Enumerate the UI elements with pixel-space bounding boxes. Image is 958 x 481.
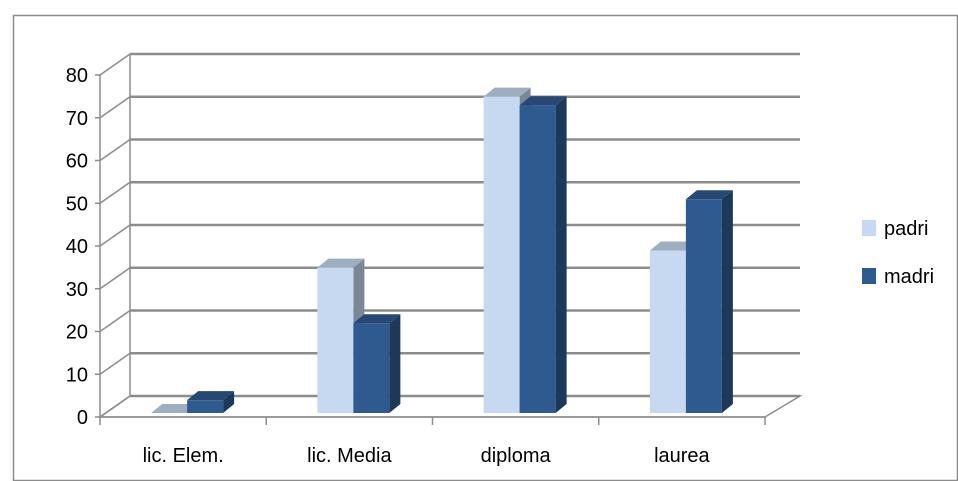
madri-bar-front: [353, 323, 390, 413]
madri-bar-side: [389, 314, 401, 413]
padri-bar-front: [317, 267, 354, 413]
y-tick-label: 20: [66, 322, 88, 344]
legend-swatch-madri: [862, 268, 876, 284]
y-tick-label: 30: [66, 279, 88, 301]
gridline-side: [99, 267, 131, 290]
gridline-side: [99, 96, 131, 119]
x-category-label: lic. Elem.: [143, 445, 224, 467]
gridline-side: [99, 224, 131, 247]
x-category-labels: lic. Elem. lic. Media diploma laurea: [143, 445, 711, 467]
madri-bar-front: [519, 105, 556, 413]
gridline-side: [99, 53, 131, 76]
gridline-side: [99, 395, 131, 418]
legend-swatch-padri: [862, 220, 876, 236]
padri-bar-top: [649, 241, 697, 251]
y-tick-labels: 0 10 20 30 40 50 60 70 80: [66, 65, 88, 429]
madri-bar-front: [187, 400, 224, 413]
bars: [151, 87, 733, 414]
y-tick-label: 0: [77, 407, 88, 429]
padri-bar-top: [151, 404, 199, 413]
gridline-side: [99, 181, 131, 204]
y-tick-label: 50: [66, 193, 88, 215]
madri-bar-side: [555, 96, 567, 413]
y-tick-label: 80: [66, 65, 88, 87]
y-tick-label: 10: [66, 364, 88, 386]
gridline-side: [99, 352, 131, 375]
gridline-side: [99, 309, 131, 333]
madri-bar-top: [187, 391, 235, 401]
madri-bar-front: [685, 199, 722, 413]
axes: [95, 74, 766, 425]
gridline-side: [99, 138, 131, 162]
madri-bar-side: [223, 391, 235, 413]
madri-bar-top: [353, 314, 401, 324]
madri-bar-top: [685, 190, 733, 200]
legend-label-padri: padri: [884, 218, 928, 240]
padri-bar-top: [483, 87, 531, 97]
madri-bar: [685, 190, 733, 413]
x-category-label: laurea: [654, 445, 710, 467]
padri-bar-front: [649, 250, 686, 413]
legend-label-madri: madri: [884, 266, 934, 288]
x-category-label: diploma: [481, 445, 552, 467]
madri-bar: [187, 391, 235, 413]
y-tick-label: 60: [66, 151, 88, 173]
legend: padri madri: [862, 218, 934, 288]
padri-bar-front: [483, 96, 520, 414]
padri-bar: [317, 258, 365, 413]
madri-bar-top: [519, 96, 567, 106]
padri-bar-top: [317, 258, 365, 268]
madri-bar: [353, 314, 401, 413]
x-category-label: lic. Media: [307, 445, 392, 467]
y-tick-label: 40: [66, 236, 88, 258]
madri-bar: [519, 96, 567, 413]
y-tick-label: 70: [66, 108, 88, 130]
madri-bar-side: [721, 190, 733, 413]
padri-bar: [151, 404, 199, 413]
